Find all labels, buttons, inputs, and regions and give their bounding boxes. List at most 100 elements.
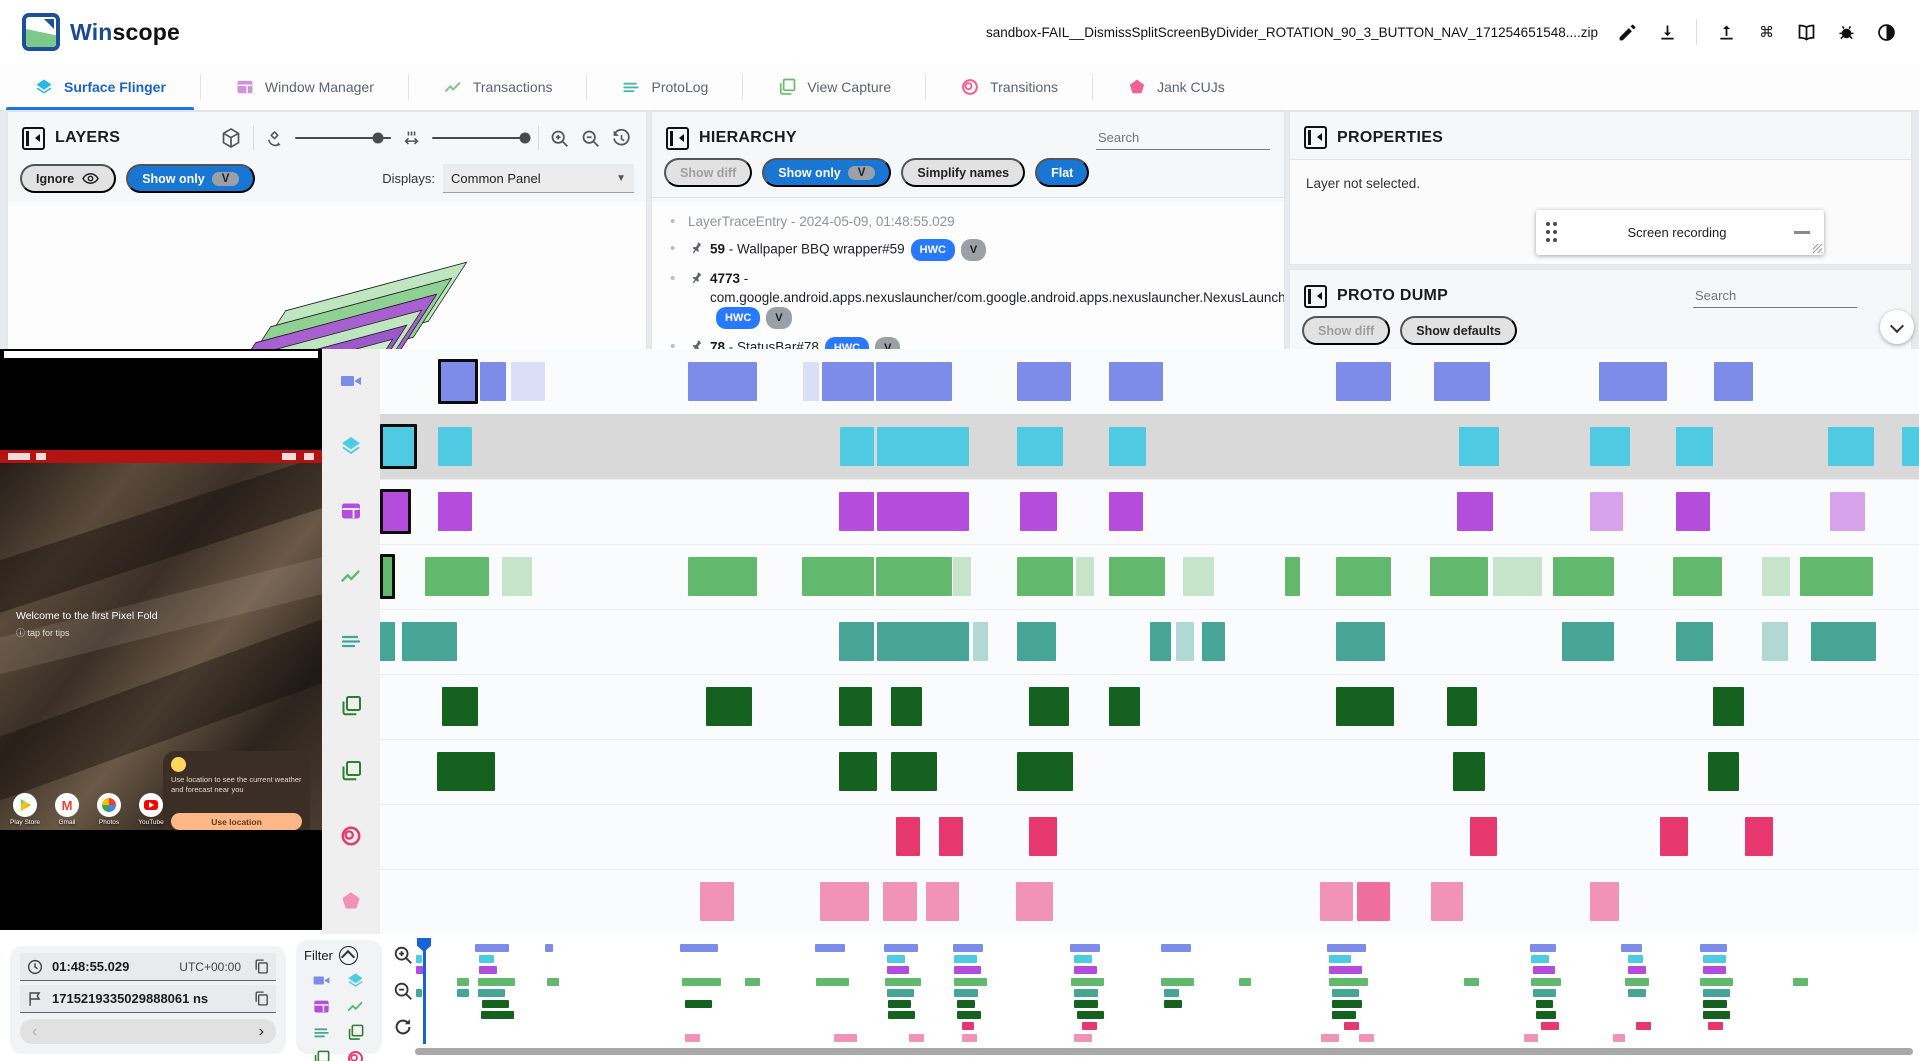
displays-select[interactable]: Common Panel ▼ [443, 164, 634, 193]
trace-entry-block[interactable] [1109, 557, 1165, 596]
minimap-block[interactable] [1541, 1022, 1560, 1031]
timeline-row-protolog[interactable] [380, 609, 1919, 675]
download-icon[interactable] [1656, 21, 1678, 43]
minimap-block[interactable] [1238, 977, 1251, 986]
flat-button[interactable]: Flat [1035, 158, 1090, 187]
app-icon-photos[interactable]: Photos [94, 793, 124, 826]
timeline-row-surface-flinger[interactable] [380, 414, 1919, 480]
trace-entry-block[interactable] [687, 557, 758, 596]
minimap-block[interactable] [482, 1000, 510, 1008]
trace-entry-block[interactable] [1109, 687, 1141, 726]
trace-entry-block[interactable] [1284, 557, 1301, 596]
minimap-block[interactable] [1358, 1033, 1374, 1042]
collapse-panel-icon[interactable] [22, 126, 45, 150]
trace-entry-block[interactable] [380, 622, 396, 661]
trace-entry-block[interactable] [1828, 427, 1875, 466]
minimap-block[interactable] [744, 977, 760, 986]
collapse-filter-button[interactable] [338, 946, 358, 965]
timeline-row-transactions[interactable] [380, 544, 1919, 610]
minimap-block[interactable] [1535, 1011, 1557, 1020]
trace-entry-block[interactable] [1492, 557, 1542, 596]
trace-entry-block[interactable] [1029, 687, 1070, 726]
layers-3d-view[interactable] [8, 202, 646, 349]
minimap-block[interactable] [1331, 1011, 1356, 1020]
hierarchy-tree-item[interactable]: • 59 - Wallpaper BBQ wrapper#59 HWC V [670, 235, 1274, 265]
trace-entry-block[interactable] [441, 687, 479, 726]
minimap-block[interactable] [1703, 988, 1731, 997]
spacing-slider[interactable] [432, 132, 531, 144]
minimap-block[interactable] [1613, 1033, 1626, 1042]
hierarchy-tree-item[interactable]: • 78 - StatusBar#78 HWC V [670, 333, 1274, 349]
trace-entry-block[interactable] [890, 752, 938, 791]
minimap-block[interactable] [456, 977, 469, 986]
trace-entry-block[interactable] [1109, 427, 1147, 466]
trace-entry-block[interactable] [1335, 687, 1395, 726]
trace-entry-block[interactable] [1017, 752, 1073, 791]
trace-entry-block[interactable] [1020, 492, 1058, 531]
minimap-block[interactable] [416, 988, 423, 997]
trace-entry-block-selected[interactable] [380, 489, 411, 534]
minimap-block[interactable] [684, 1000, 712, 1008]
trace-entry-block[interactable] [1902, 427, 1919, 466]
minimap-block[interactable] [477, 977, 516, 986]
trace-entry-block[interactable] [510, 362, 545, 401]
minimap-block[interactable] [416, 955, 423, 964]
trace-entry-block[interactable] [877, 427, 970, 466]
minimap-block[interactable] [1077, 1011, 1105, 1020]
reset-zoom-icon[interactable] [392, 1016, 414, 1038]
trace-entry-block[interactable] [1469, 817, 1498, 856]
trace-entry-block[interactable] [1335, 557, 1392, 596]
minimap-block[interactable] [1700, 977, 1734, 986]
minimap-block[interactable] [1703, 955, 1726, 964]
minimap-block[interactable] [1343, 1022, 1359, 1031]
trace-entry-block[interactable] [840, 427, 874, 466]
minimap-block[interactable] [680, 944, 718, 952]
minimap-block[interactable] [1703, 1011, 1731, 1020]
human-timestamp-field[interactable]: 01:48:55.029 UTC+00:00 [20, 953, 276, 981]
trace-entry-block[interactable] [1175, 622, 1195, 661]
minimap-block[interactable] [1069, 944, 1100, 952]
minimap-block[interactable] [909, 1033, 925, 1042]
next-entry-button[interactable]: › [258, 1022, 264, 1040]
timeline-row-jank-cujs[interactable] [380, 869, 1919, 935]
zoom-in-icon[interactable] [549, 128, 570, 149]
cursor-line[interactable] [423, 940, 426, 1044]
trace-entry-block[interactable] [1017, 427, 1064, 466]
trace-entry-block[interactable] [1675, 492, 1710, 531]
theme-icon[interactable] [1875, 21, 1897, 43]
trace-entry-block[interactable] [1714, 362, 1753, 401]
trace-entry-block-selected[interactable] [380, 424, 417, 469]
trace-entry-block[interactable] [1183, 557, 1215, 596]
trace-entry-block[interactable] [821, 362, 874, 401]
minimap-block[interactable] [1321, 1033, 1340, 1042]
minimap-block[interactable] [952, 944, 983, 952]
minimap-block[interactable] [883, 944, 919, 952]
trace-entry-block[interactable] [952, 557, 971, 596]
minimap-block[interactable] [886, 966, 910, 975]
trace-entry-block[interactable] [1589, 882, 1619, 921]
pin-icon[interactable] [688, 338, 704, 349]
minimap-block[interactable] [814, 944, 845, 952]
pin-icon[interactable] [688, 240, 704, 256]
minimap-block[interactable] [1707, 1022, 1723, 1031]
trace-entry-block[interactable] [1452, 752, 1485, 791]
minimap-block[interactable] [416, 966, 424, 975]
tab-protolog[interactable]: ProtoLog [587, 64, 742, 110]
trace-entry-block[interactable] [895, 817, 921, 856]
trace-entry-block[interactable] [1017, 557, 1073, 596]
copy-icon[interactable] [253, 958, 270, 975]
tab-window-manager[interactable]: Window Manager [201, 64, 408, 110]
minimap-block[interactable] [1074, 966, 1097, 975]
edit-icon[interactable] [1616, 21, 1638, 43]
minimap-block[interactable] [1703, 1000, 1728, 1008]
collapse-panel-icon[interactable] [1304, 126, 1327, 149]
timeline-scrollbar[interactable] [415, 1048, 1913, 1055]
tab-view-capture[interactable]: View Capture [743, 64, 925, 110]
trace-entry-block[interactable] [877, 492, 970, 531]
minimap-block[interactable] [1531, 977, 1561, 986]
copy-icon[interactable] [253, 990, 270, 1007]
trace-entry-block[interactable] [801, 557, 874, 596]
minimap-block[interactable] [886, 955, 905, 964]
trace-entry-block[interactable] [838, 752, 878, 791]
tab-surface-flinger[interactable]: Surface Flinger [0, 64, 200, 110]
